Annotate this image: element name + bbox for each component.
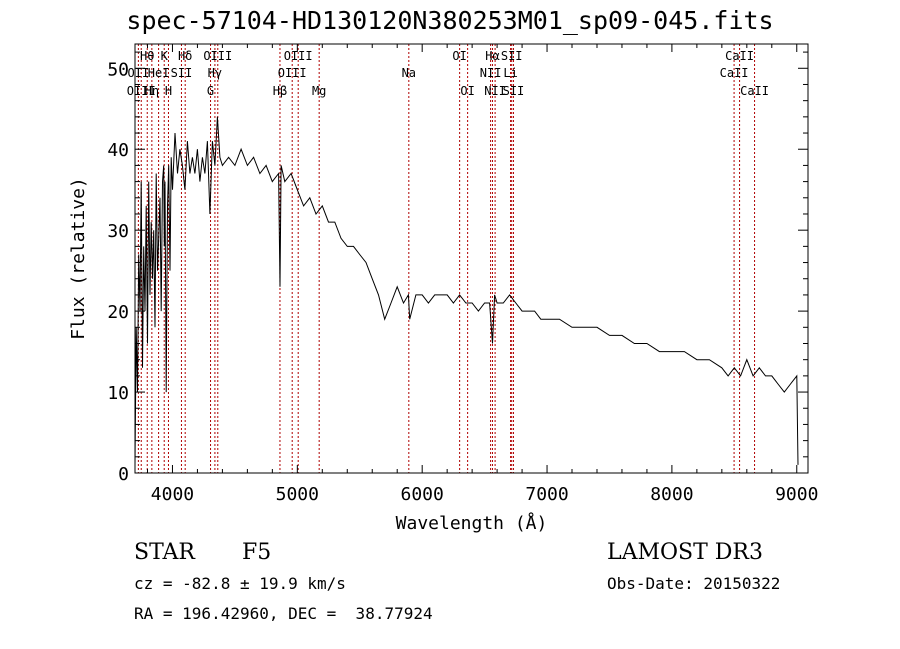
object-class: STAR (134, 540, 195, 565)
y-axis-ticks: 0 10 20 30 40 50 (107, 51, 808, 485)
x-tick-label: 7000 (525, 484, 568, 505)
line-label: NII (480, 66, 502, 80)
line-labels: OII OIII Hθ Hη HeI K H SII Hδ G Hγ OIII Hβ OIII OIII Mg… (127, 49, 769, 98)
line-label: SII (501, 49, 523, 63)
x-tick-label: 4000 (151, 484, 194, 505)
line-label: Hβ (273, 84, 287, 98)
line-label: SII (171, 66, 193, 80)
line-label: Hγ (208, 66, 222, 80)
line-label: CaII (720, 66, 749, 80)
line-label: Hα (485, 49, 499, 63)
line-label: CaII (740, 84, 769, 98)
line-label: SII (503, 84, 525, 98)
y-tick-label: 0 (118, 464, 129, 485)
line-label: Hθ (140, 49, 154, 63)
line-label: HeI (148, 66, 170, 80)
line-label: Hδ (178, 49, 192, 63)
line-label: NII (484, 84, 506, 98)
x-tick-label: 5000 (276, 484, 319, 505)
line-label: Na (402, 66, 416, 80)
redshift-velocity: cz = -82.8 ± 19.9 km/s (134, 574, 346, 593)
line-label: OIII (278, 66, 307, 80)
x-axis-ticks: 4000 5000 6000 7000 8000 9000 (146, 44, 818, 505)
line-label: Li (503, 66, 517, 80)
object-subclass: F5 (242, 540, 272, 565)
line-label: Hη (145, 84, 159, 98)
y-tick-label: 40 (107, 140, 129, 161)
line-label: OI (452, 49, 466, 63)
line-label: G (207, 84, 214, 98)
line-label: CaII (725, 49, 754, 63)
line-label: OIII (203, 49, 232, 63)
line-label: OI (460, 84, 474, 98)
x-tick-label: 6000 (401, 484, 444, 505)
x-axis-label: Wavelength (Å) (396, 512, 548, 534)
y-tick-label: 50 (107, 59, 129, 80)
chart-title: spec-57104-HD130120N380253M01_sp09-045.f… (126, 6, 774, 35)
y-axis-label: Flux (relative) (68, 177, 89, 340)
spectrum-line (134, 116, 799, 465)
plot-frame (134, 43, 809, 474)
line-label: K (161, 49, 169, 63)
y-tick-label: 30 (107, 221, 129, 242)
line-label: Mg (312, 84, 326, 98)
line-markers (137, 44, 756, 473)
line-label: OIII (127, 84, 156, 98)
survey-name: LAMOST DR3 (607, 540, 763, 565)
x-tick-label: 8000 (650, 484, 693, 505)
y-tick-label: 20 (107, 302, 129, 323)
y-tick-label: 10 (107, 383, 129, 404)
sky-coordinates: RA = 196.42960, DEC = 38.77924 (134, 604, 433, 623)
x-tick-label: 9000 (775, 484, 818, 505)
line-label: OII (128, 66, 150, 80)
line-label: OIII (284, 49, 313, 63)
line-label: H (165, 84, 172, 98)
observation-date: Obs-Date: 20150322 (607, 574, 781, 593)
